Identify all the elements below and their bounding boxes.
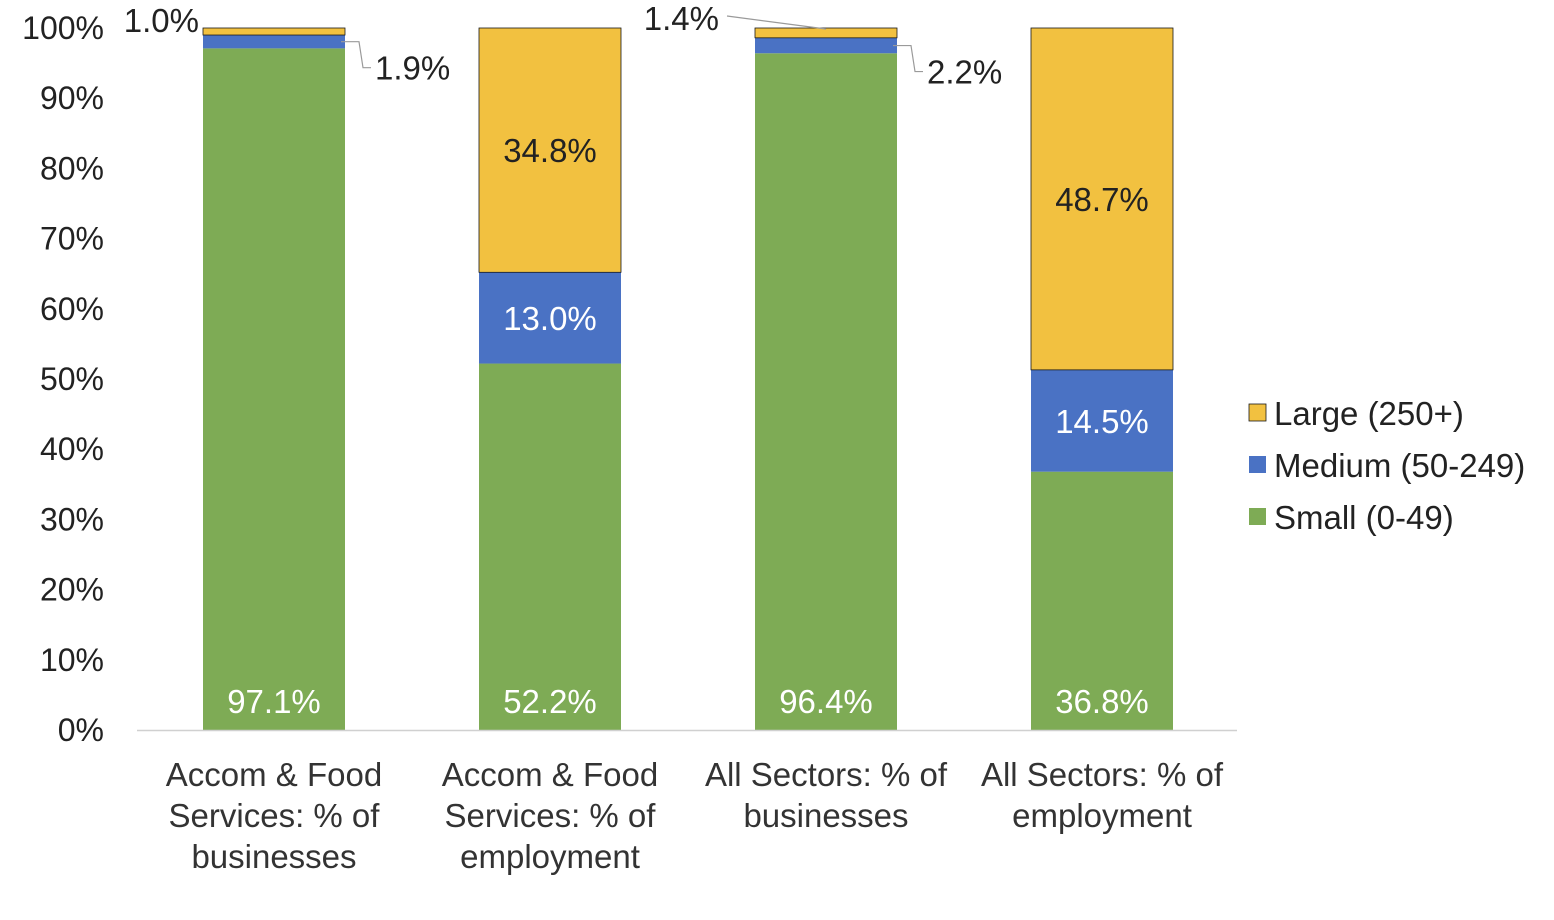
x-category-label: Accom & Food Services: % of employment bbox=[442, 756, 658, 875]
data-label-small: 97.1% bbox=[227, 683, 321, 720]
bar-segment-small bbox=[479, 363, 621, 730]
bar-segment-large bbox=[754, 27, 898, 39]
legend-swatch bbox=[1249, 456, 1266, 473]
data-label-large: 1.0% bbox=[124, 2, 199, 39]
data-label-medium: 2.2% bbox=[927, 54, 1002, 91]
bar-segment-medium bbox=[1031, 369, 1173, 472]
data-label-large: 48.7% bbox=[1055, 181, 1149, 218]
data-label-small: 96.4% bbox=[779, 683, 873, 720]
y-tick-label: 90% bbox=[40, 80, 104, 116]
axis-layer: 0% 10% 20% 30% 40% 50% 60% 70% 80% 90% 100% Accom &… bbox=[22, 10, 1237, 875]
leader-line bbox=[726, 15, 827, 30]
bar-segment-large bbox=[1030, 27, 1174, 371]
bar-segment-medium bbox=[755, 37, 897, 54]
y-tick-label: 70% bbox=[40, 221, 104, 257]
x-category-label: All Sectors: % of employment bbox=[981, 756, 1224, 834]
bar-segment-small bbox=[1031, 471, 1173, 730]
y-tick-label: 20% bbox=[40, 572, 104, 608]
data-label-small: 52.2% bbox=[503, 683, 597, 720]
y-tick-label: 10% bbox=[40, 642, 104, 678]
data-label-small: 36.8% bbox=[1055, 683, 1149, 720]
data-label-medium: 1.9% bbox=[375, 50, 450, 87]
data-label-large: 1.4% bbox=[644, 0, 719, 37]
y-tick-label: 40% bbox=[40, 431, 104, 467]
bars-layer bbox=[202, 27, 1174, 731]
legend-label: Medium (50-249) bbox=[1274, 447, 1525, 484]
y-tick-label: 50% bbox=[40, 361, 104, 397]
bar-segment-large bbox=[202, 27, 346, 36]
leader-line bbox=[341, 41, 371, 69]
x-category-label: All Sectors: % of businesses bbox=[705, 756, 948, 834]
leader-line bbox=[893, 44, 923, 73]
legend-swatch bbox=[1249, 508, 1266, 525]
y-tick-label: 0% bbox=[58, 712, 104, 748]
x-category-label: Accom & Food Services: % of businesses bbox=[166, 756, 382, 875]
y-tick-label: 60% bbox=[40, 291, 104, 327]
legend-label: Large (250+) bbox=[1274, 395, 1464, 432]
bar-segment-small bbox=[755, 53, 897, 731]
data-labels-layer: 97.1% 1.9% 1.0% 52.2% 13.0% 34.8% 96.4% 2.2% 1.4… bbox=[124, 0, 1149, 720]
bar-segment-small bbox=[203, 48, 345, 730]
y-tick-label: 80% bbox=[40, 150, 104, 186]
legend: Large (250+) Medium (50-249) Small (0-49) bbox=[1248, 395, 1525, 536]
y-tick-label: 100% bbox=[22, 10, 104, 46]
bar-segment-medium bbox=[479, 272, 621, 364]
bar-segment-medium bbox=[203, 35, 345, 49]
bar-segment-large bbox=[478, 27, 622, 273]
y-tick-label: 30% bbox=[40, 501, 104, 537]
data-label-large: 34.8% bbox=[503, 132, 597, 169]
legend-swatch bbox=[1248, 403, 1267, 422]
data-label-medium: 13.0% bbox=[503, 300, 597, 337]
data-label-medium: 14.5% bbox=[1055, 403, 1149, 440]
legend-label: Small (0-49) bbox=[1274, 499, 1454, 536]
